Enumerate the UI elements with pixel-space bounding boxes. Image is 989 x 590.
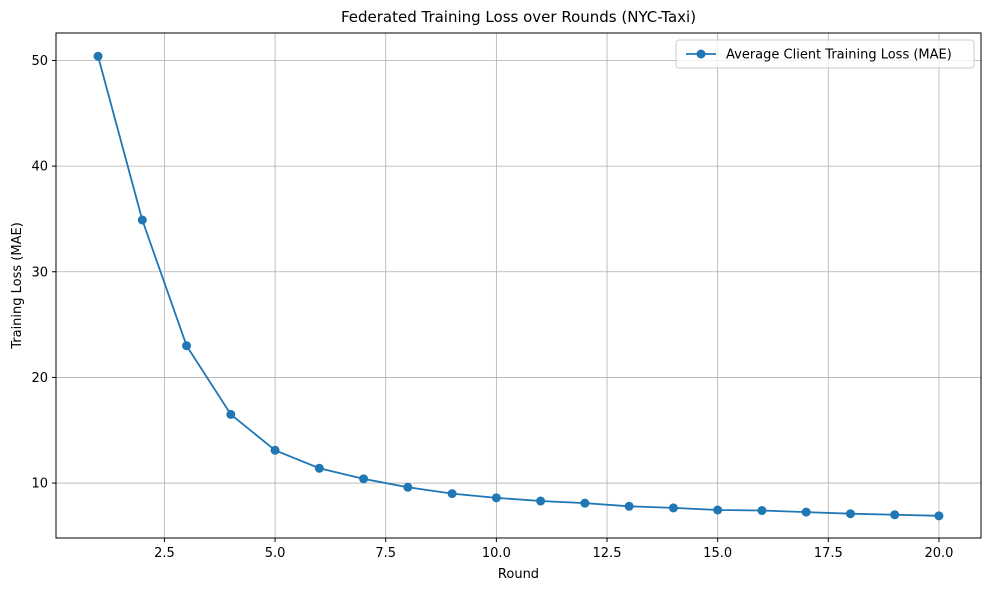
y-tick-label: 10 [31, 477, 48, 492]
x-tick-label: 17.5 [814, 546, 843, 561]
data-point [934, 511, 944, 521]
y-axis-label: Training Loss (MAE) [10, 222, 25, 350]
data-point [137, 215, 147, 225]
data-point [270, 445, 280, 455]
x-tick-label: 12.5 [593, 546, 622, 561]
data-point [713, 505, 723, 515]
data-point [491, 493, 501, 503]
y-tick-label: 20 [31, 371, 48, 386]
series-layer [93, 51, 944, 521]
data-point [668, 503, 678, 513]
y-tick-label: 30 [31, 265, 48, 280]
legend-label: Average Client Training Loss (MAE) [726, 48, 952, 63]
data-point [314, 463, 324, 473]
data-point [226, 409, 236, 419]
data-point [580, 498, 590, 508]
data-point [890, 510, 900, 520]
x-tick-label: 20.0 [924, 546, 953, 561]
data-point [182, 341, 192, 351]
x-tick-label: 5.0 [265, 546, 286, 561]
x-tick-label: 15.0 [703, 546, 732, 561]
x-tick-label: 10.0 [482, 546, 511, 561]
data-point [359, 474, 369, 484]
plot-frame [55, 32, 982, 539]
y-tick-label: 40 [31, 160, 48, 175]
legend: Average Client Training Loss (MAE) [675, 39, 975, 69]
x-axis: 2.5 5.0 7.5 10.0 12.5 15.0 17.5 20.0 [154, 538, 953, 561]
grid-layer [56, 33, 981, 538]
data-point [403, 482, 413, 492]
x-tick-label: 7.5 [375, 546, 396, 561]
data-point [536, 496, 546, 506]
legend-box [675, 39, 975, 69]
y-axis: 10 20 30 40 50 [31, 54, 56, 492]
data-point [93, 51, 103, 61]
data-point [624, 501, 634, 511]
x-axis-label: Round [498, 567, 539, 582]
data-point [447, 489, 457, 499]
series-line [97, 56, 939, 517]
data-point [757, 506, 767, 516]
legend-marker-swatch [696, 49, 706, 59]
data-point [801, 507, 811, 517]
chart-title: Federated Training Loss over Rounds (NYC… [341, 8, 696, 26]
x-tick-label: 2.5 [154, 546, 175, 561]
y-tick-label: 50 [31, 54, 48, 69]
data-point [845, 509, 855, 519]
